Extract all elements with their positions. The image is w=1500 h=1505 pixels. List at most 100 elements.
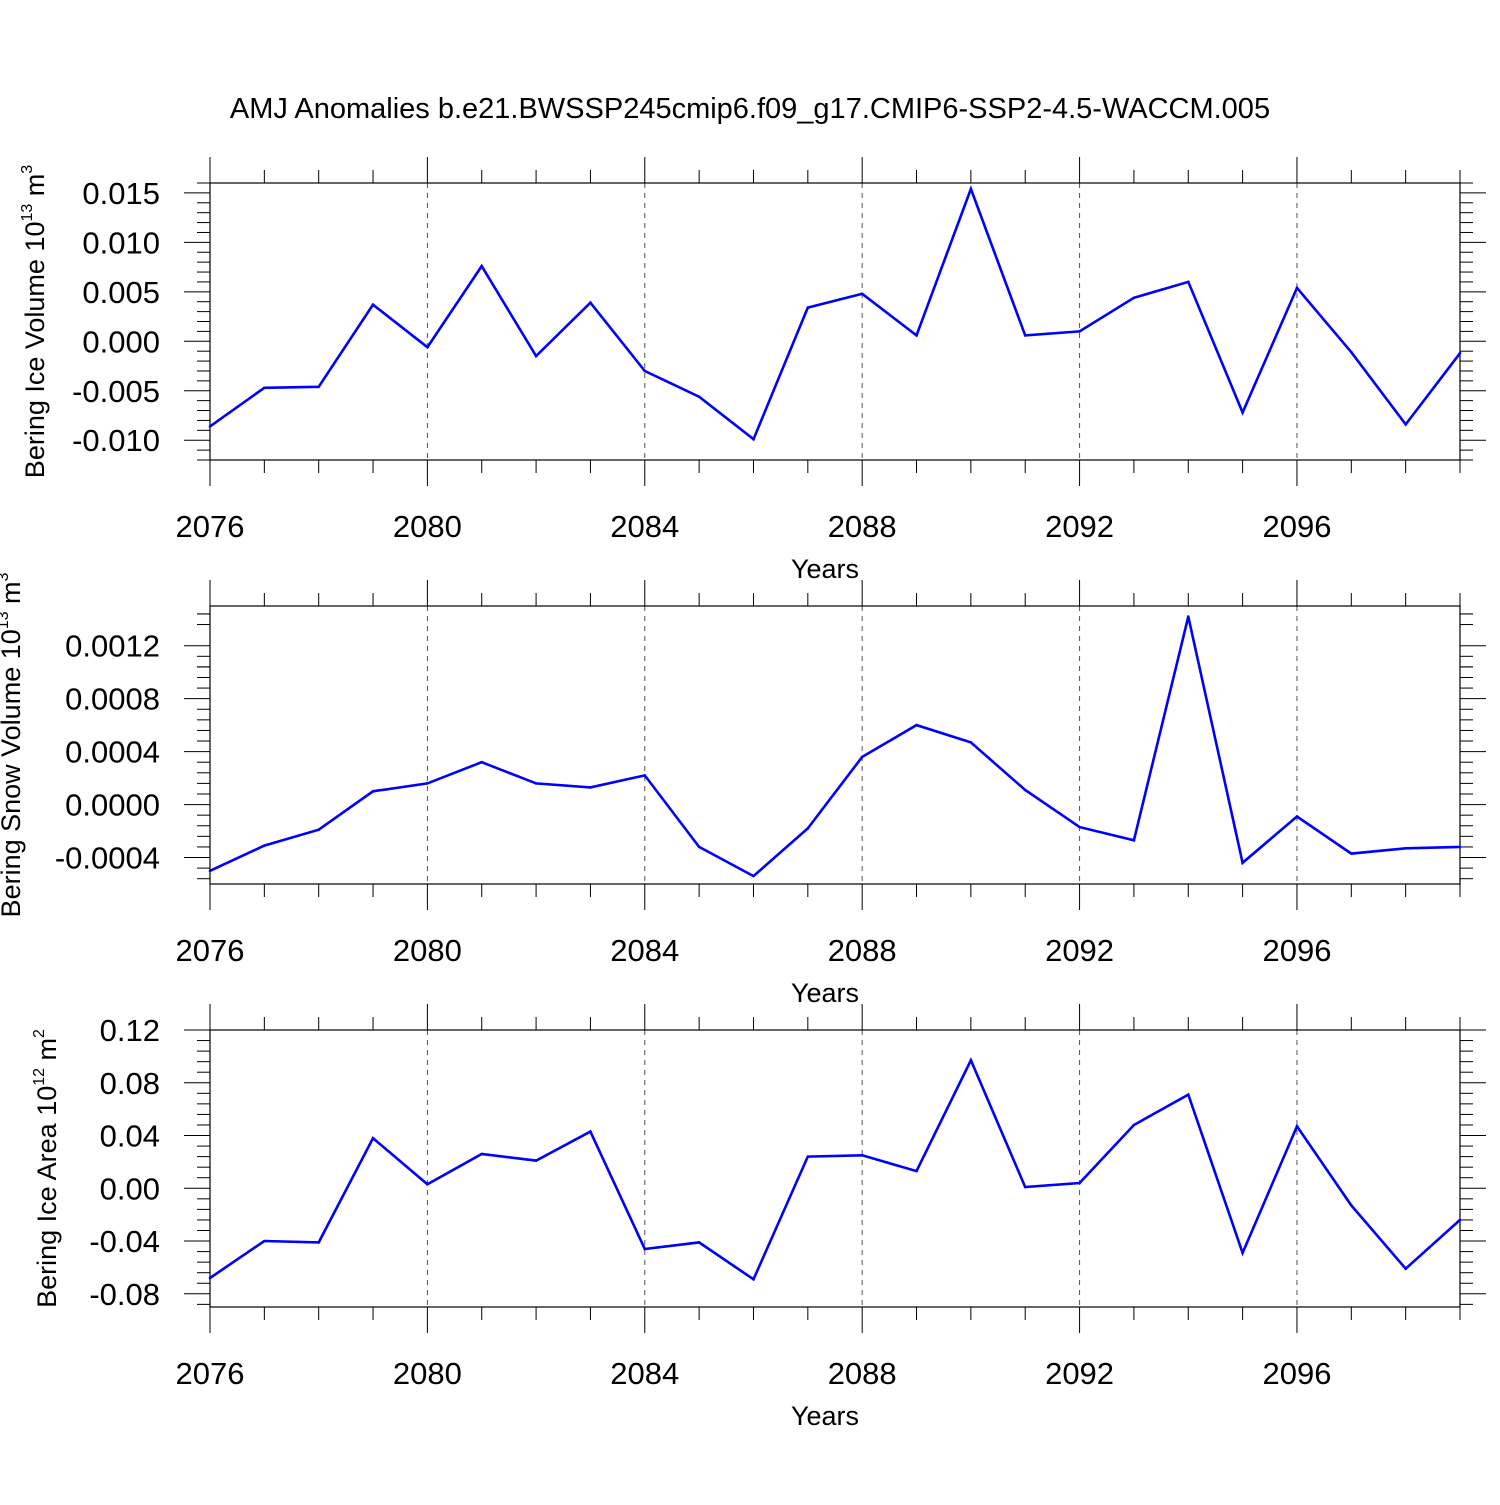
data-point: [1132, 1123, 1136, 1127]
data-point: [1458, 351, 1462, 355]
data-point: [589, 301, 592, 305]
x-tick-label: 2096: [1262, 933, 1331, 968]
x-axis-label: Years: [791, 978, 859, 1008]
data-point: [263, 1239, 266, 1243]
data-point: [1241, 861, 1244, 865]
data-point: [915, 1169, 918, 1173]
x-tick-label: 2088: [828, 1356, 897, 1391]
data-point: [697, 395, 701, 398]
data-point: [1023, 788, 1027, 792]
data-point: [697, 1241, 701, 1244]
chart-panel-3: -0.08 -0.04 0.00 0.04 0.08 0.12 2076 2080 2084 20…: [31, 1004, 1486, 1431]
data-point: [1186, 280, 1190, 284]
data-point: [1241, 1251, 1244, 1255]
data-point: [1350, 350, 1353, 354]
y-tick-label: 0.0012: [65, 629, 160, 664]
data-point: [426, 345, 429, 349]
plot-frame: [209, 1029, 1461, 1308]
data-point: [534, 782, 538, 785]
x-tick-label: 2076: [176, 1356, 245, 1391]
y-tick-label: 0.08: [100, 1066, 160, 1101]
y-tick-label: 0.00: [100, 1171, 160, 1206]
x-tick-label: 2096: [1262, 509, 1331, 544]
x-tick-label: 2092: [1045, 933, 1114, 968]
data-point: [208, 425, 212, 428]
x-axis-label: Years: [791, 1401, 859, 1431]
data-point: [1078, 825, 1081, 829]
data-point: [263, 844, 266, 847]
data-point: [860, 1154, 864, 1157]
data-point: [969, 187, 973, 191]
plot-frame: [209, 182, 1461, 461]
x-tick-label: 2084: [610, 1356, 679, 1391]
data-point: [1023, 1185, 1027, 1189]
x-tick-label: 2080: [393, 933, 462, 968]
data-point: [317, 828, 320, 832]
data-point: [752, 437, 755, 441]
data-point: [697, 845, 701, 849]
y-tick-label: -0.04: [89, 1224, 160, 1259]
series-line: [209, 1057, 1461, 1282]
data-point: [534, 1159, 538, 1162]
data-point: [1295, 286, 1299, 290]
data-point: [1295, 1124, 1299, 1128]
x-tick-label: 2080: [393, 1356, 462, 1391]
y-axis-label: Bering Snow Volume 1013 m3: [0, 572, 26, 917]
data-point: [752, 1278, 755, 1281]
y-axis-label: Bering Ice Volume 1013 m3: [19, 165, 50, 478]
y-tick-label: 0.005: [82, 275, 160, 310]
data-point: [860, 755, 864, 759]
x-tick-label: 2088: [828, 933, 897, 968]
data-point: [1078, 330, 1081, 333]
data-point: [1350, 1204, 1353, 1207]
series-line: [209, 185, 1462, 442]
data-point: [589, 1130, 592, 1133]
figure-title: AMJ Anomalies b.e21.BWSSP245cmip6.f09_g1…: [230, 93, 1270, 125]
x-tick-label: 2084: [610, 509, 679, 544]
data-point: [915, 723, 918, 727]
data-point: [1458, 1218, 1462, 1222]
y-tick-label: -0.005: [72, 374, 160, 409]
x-tick-label: 2096: [1262, 1356, 1331, 1391]
y-tick-label: -0.08: [89, 1277, 160, 1312]
data-point: [371, 1136, 375, 1140]
data-point: [263, 386, 266, 390]
x-tick-label: 2076: [176, 509, 245, 544]
data-point: [371, 790, 375, 793]
data-point: [752, 874, 755, 878]
x-tick-label: 2084: [610, 933, 679, 968]
y-tick-label: 0.0004: [65, 735, 160, 770]
data-point: [1295, 815, 1299, 818]
data-point: [806, 1155, 810, 1158]
x-tick-label: 2076: [176, 933, 245, 968]
data-point: [860, 292, 864, 296]
x-tick-label: 2092: [1045, 1356, 1114, 1391]
data-point: [426, 782, 429, 785]
chart-panel-2: -0.0004 0.0000 0.0004 0.0008 0.0012 2076 2080 2…: [0, 572, 1486, 1008]
data-point: [806, 827, 810, 830]
data-point: [317, 385, 320, 389]
y-axis-label: Bering Ice Area 1012 m2: [31, 1029, 62, 1308]
plot-frame: [209, 605, 1461, 885]
data-point: [534, 354, 538, 358]
data-point: [317, 1241, 320, 1244]
x-tick-label: 2092: [1045, 509, 1114, 544]
data-point: [1078, 1181, 1081, 1185]
data-point: [480, 760, 484, 764]
data-point: [1458, 845, 1462, 849]
data-point: [589, 786, 592, 789]
y-tick-label: 0.015: [82, 176, 160, 211]
y-tick-label: 0.0000: [65, 788, 160, 823]
data-point: [969, 1059, 973, 1062]
x-axis-label: Years: [791, 554, 859, 584]
y-tick-label: 0.0008: [65, 682, 160, 717]
y-tick-label: 0.010: [82, 225, 160, 260]
data-point: [1404, 423, 1407, 426]
data-point: [480, 1152, 484, 1156]
data-point: [915, 334, 918, 337]
series-line: [209, 616, 1461, 878]
data-point: [371, 303, 375, 306]
data-point: [480, 264, 484, 268]
